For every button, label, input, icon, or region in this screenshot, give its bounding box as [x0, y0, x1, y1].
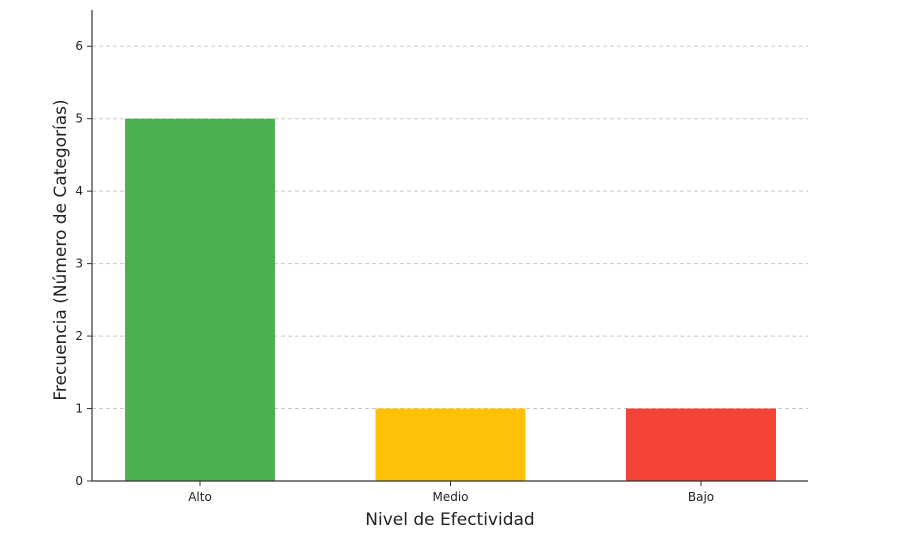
y-tick-label: 0 — [75, 474, 83, 488]
bar-bajo — [626, 408, 776, 481]
y-tick-label: 6 — [75, 39, 83, 53]
y-axis-label: Frecuencia (Número de Categorías) — [51, 99, 71, 400]
x-tick-label: Alto — [188, 490, 212, 504]
x-axis-ticks: Alto Medio Bajo — [188, 481, 714, 504]
bars — [125, 118, 776, 481]
y-tick-label: 4 — [75, 184, 83, 198]
bar-alto — [125, 118, 275, 481]
x-tick-label: Bajo — [688, 490, 714, 504]
y-tick-label: 1 — [75, 402, 83, 416]
y-tick-label: 5 — [75, 112, 83, 126]
x-axis-label: Nivel de Efectividad — [365, 510, 534, 530]
x-tick-label: Medio — [432, 490, 468, 504]
y-tick-label: 2 — [75, 329, 83, 343]
y-tick-label: 3 — [75, 257, 83, 271]
y-axis-ticks: 0 1 2 3 4 5 6 — [75, 39, 92, 488]
bar-medio — [375, 408, 526, 481]
